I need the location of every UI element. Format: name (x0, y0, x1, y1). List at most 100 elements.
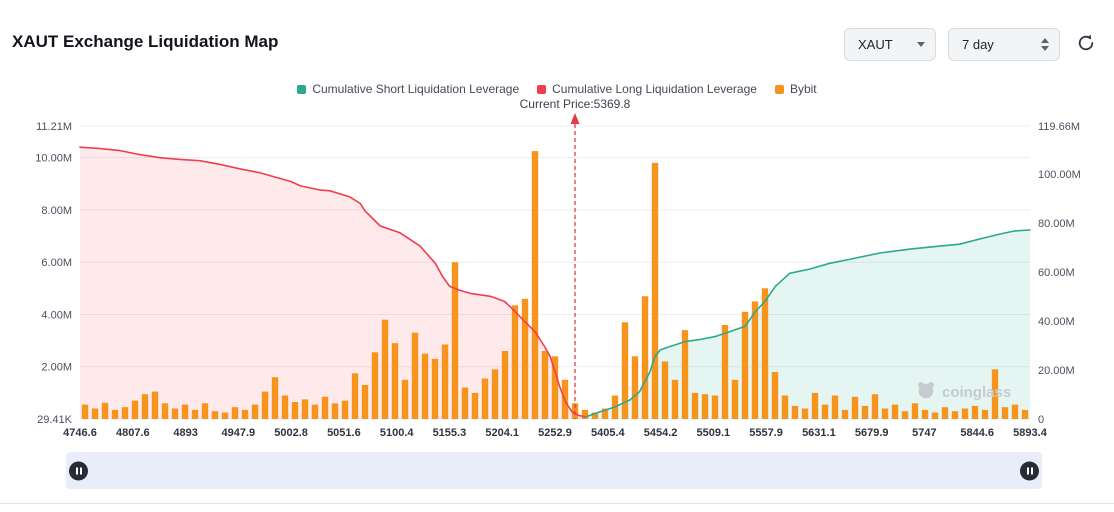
legend-swatch-bybit (774, 84, 784, 94)
right-axis-tick: 119.66M (1038, 121, 1080, 133)
x-axis-tick: 5631.1 (802, 427, 836, 439)
range-select[interactable]: 7 day (948, 28, 1060, 61)
legend-label-bybit: Bybit (789, 82, 817, 96)
chevron-down-icon (917, 42, 925, 47)
liquidation-bar (401, 379, 409, 419)
liquidation-bar (761, 288, 769, 419)
right-axis-tick: 0 (1038, 414, 1044, 426)
liquidation-bar (741, 311, 749, 419)
x-axis-tick: 5405.4 (591, 427, 626, 439)
x-axis-tick: 5844.6 (960, 427, 994, 439)
liquidation-bar (671, 379, 679, 419)
liquidation-bar (231, 407, 239, 419)
liquidation-bar (411, 332, 419, 419)
right-axis-tick: 80.00M (1038, 218, 1075, 230)
chevron-down-icon (1041, 46, 1049, 51)
liquidation-bar (201, 403, 209, 419)
current-price-label: Current Price:5369.8 (519, 97, 631, 111)
liquidation-bar (471, 392, 479, 419)
cumulative-area (80, 147, 586, 419)
liquidation-bar (1021, 409, 1029, 419)
liquidation-bar (821, 404, 829, 419)
legend-swatch-long (537, 84, 547, 94)
right-axis-tick: 100.00M (1038, 169, 1081, 181)
liquidation-bar (281, 395, 289, 419)
liquidation-bar (121, 407, 129, 419)
x-axis-tick: 5051.6 (327, 427, 361, 439)
liquidation-bar (491, 369, 499, 419)
legend-item-cumulative-short[interactable]: Cumulative Short Liquidation Leverage (297, 82, 519, 96)
liquidation-bar (481, 378, 489, 419)
legend-label-long: Cumulative Long Liquidation Leverage (552, 82, 757, 96)
x-axis-tick: 5679.9 (855, 427, 889, 439)
liquidation-bar (691, 392, 699, 419)
cumulative-area (585, 230, 1030, 419)
liquidation-bar (851, 396, 859, 419)
symbol-select[interactable]: XAUT (844, 28, 936, 61)
legend-item-cumulative-long[interactable]: Cumulative Long Liquidation Leverage (537, 82, 757, 96)
liquidation-bar (551, 356, 559, 419)
liquidation-bar (111, 409, 119, 419)
x-axis-tick: 4807.6 (116, 427, 150, 439)
coinglass-logo-icon (916, 381, 936, 403)
liquidation-bar (321, 396, 329, 419)
liquidation-bar (831, 395, 839, 419)
liquidation-bar (911, 403, 919, 419)
liquidation-bar (431, 358, 439, 419)
liquidation-bar (981, 409, 989, 419)
liquidation-bar (871, 394, 879, 419)
liquidation-bar (1011, 404, 1019, 419)
x-axis-tick: 4746.6 (63, 427, 97, 439)
liquidation-bar (301, 399, 309, 419)
refresh-icon (1076, 33, 1096, 56)
cumulative-line (584, 229, 1031, 418)
refresh-button[interactable] (1072, 29, 1100, 60)
liquidation-bar (971, 405, 979, 419)
liquidation-bar (391, 343, 399, 419)
liquidation-bar (781, 395, 789, 419)
liquidation-bar (901, 411, 909, 419)
liquidation-bar (961, 408, 969, 419)
liquidation-bar (221, 412, 229, 419)
chart-range-scrollbar[interactable] (66, 452, 1042, 489)
page-title: XAUT Exchange Liquidation Map (12, 32, 279, 51)
legend-item-bybit[interactable]: Bybit (774, 82, 817, 96)
liquidation-bar (91, 408, 99, 419)
left-axis-tick: 8.00M (41, 205, 72, 217)
liquidation-bar (151, 391, 159, 419)
liquidation-bar (171, 408, 179, 419)
liquidation-bar (651, 162, 659, 419)
liquidation-bar (951, 411, 959, 419)
liquidation-bar (891, 404, 899, 419)
liquidation-bar (241, 409, 249, 419)
liquidation-map-chart[interactable]: 11.21M 10.00M 8.00M 6.00M 4.00M 2.00M 29.41K 11… (0, 112, 1114, 452)
liquidation-bar (341, 400, 349, 419)
liquidation-bar (291, 402, 299, 419)
x-axis-tick: 4947.9 (221, 427, 255, 439)
liquidation-bar (801, 408, 809, 419)
chart-area[interactable]: 11.21M 10.00M 8.00M 6.00M 4.00M 2.00M 29.41K 11… (0, 112, 1114, 452)
x-axis-tick: 4893 (173, 427, 197, 439)
x-axis-tick: 5747 (912, 427, 936, 439)
liquidation-bar (771, 372, 779, 419)
liquidation-bar (271, 377, 279, 419)
bottom-divider (0, 503, 1114, 504)
liquidation-bar (541, 351, 549, 419)
scrollbar-left-handle[interactable] (69, 461, 88, 480)
liquidation-bar (371, 352, 379, 419)
right-axis-tick: 40.00M (1038, 316, 1075, 328)
liquidation-bar (521, 298, 529, 419)
liquidation-bar (621, 322, 629, 419)
x-axis-tick: 5002.8 (274, 427, 308, 439)
x-axis-tick: 5509.1 (696, 427, 730, 439)
left-axis-tick: 29.41K (37, 414, 73, 426)
liquidation-bar (991, 369, 999, 419)
liquidation-bar (731, 379, 739, 419)
stepper-icon (1041, 38, 1049, 51)
liquidation-bar (381, 319, 389, 419)
x-axis-tick: 5252.9 (538, 427, 572, 439)
left-axis-tick: 10.00M (35, 153, 72, 165)
scrollbar-right-handle[interactable] (1020, 461, 1039, 480)
legend-swatch-short (297, 84, 307, 94)
liquidation-bar (791, 405, 799, 419)
